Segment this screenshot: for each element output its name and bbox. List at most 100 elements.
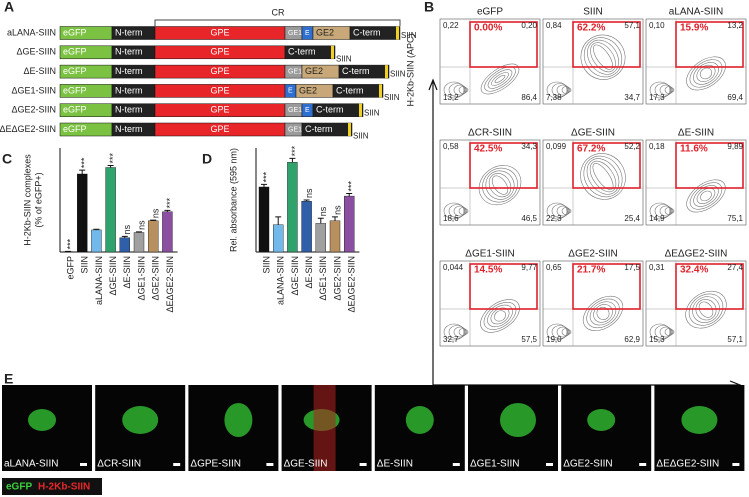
- contour: [654, 83, 672, 97]
- gate: [572, 21, 641, 68]
- quadrant-value: 0,044: [443, 263, 464, 272]
- gate-percent: 21.7%: [577, 265, 605, 276]
- category-label: ΔGE2-SIIN: [151, 256, 161, 301]
- segment-label: E: [288, 88, 293, 95]
- image-label: ΔE-SIIN: [377, 459, 413, 470]
- contour: [693, 62, 719, 85]
- plot-title: eGFP: [477, 7, 503, 18]
- contour: [686, 56, 726, 91]
- contour: [699, 67, 713, 80]
- plot-frame: [439, 18, 541, 105]
- plot-title: SIIN: [583, 7, 602, 18]
- category-label: eGFP: [65, 256, 75, 280]
- image-label: ΔCR-SIIN: [97, 459, 141, 470]
- contour: [487, 69, 513, 89]
- nucleus: [405, 406, 434, 434]
- contour: [556, 84, 570, 96]
- gate-percent: 15.9%: [680, 23, 708, 34]
- panel-letter: C: [2, 151, 12, 167]
- error-bar: [261, 183, 267, 187]
- bar: [329, 220, 341, 253]
- contour: [589, 160, 617, 193]
- contour: [556, 326, 570, 338]
- image-label: ΔGE-SIIN: [284, 459, 328, 470]
- image-label: ΔGE1-SIIN: [470, 459, 519, 470]
- nucleus: [122, 406, 159, 434]
- quadrant-value: 9,89: [727, 142, 743, 151]
- contour: [448, 83, 466, 97]
- segment: [284, 45, 336, 60]
- quadrant-value: 0,22: [443, 21, 459, 30]
- siin-tag: [359, 103, 362, 117]
- contour: [664, 328, 674, 336]
- contour: [463, 329, 469, 335]
- contour: [590, 42, 616, 73]
- panel-letter: A: [4, 0, 14, 15]
- contour: [480, 299, 520, 333]
- segment-label: eGFP: [63, 85, 87, 95]
- error-bar: [93, 228, 100, 230]
- contour: [494, 310, 506, 322]
- contour: [485, 170, 515, 200]
- contour: [453, 205, 467, 217]
- plot-frame: [542, 139, 644, 226]
- segment-label: N-term: [115, 66, 143, 76]
- quadrant-value: 0,65: [546, 263, 562, 272]
- contour: [561, 207, 571, 215]
- segment-label: GE1: [288, 107, 302, 114]
- quadrant-value: 32,7: [443, 335, 459, 344]
- contour: [561, 86, 571, 94]
- quadrant-value: 19,0: [546, 335, 562, 344]
- segment-label: N-term: [115, 105, 143, 115]
- contour: [586, 298, 620, 329]
- quadrant-value: 13,2: [727, 21, 743, 30]
- axis-label: H-2Kb-SIIN complexes: [22, 154, 32, 246]
- segment-label: GE1: [288, 30, 302, 37]
- plot-title: ΔEΔGE2-SIIN: [665, 249, 728, 260]
- contour: [551, 83, 569, 97]
- segment-label: N-term: [115, 85, 143, 95]
- bar: [162, 211, 173, 253]
- quadrant-value: 15,3: [649, 335, 665, 344]
- contour: [566, 329, 572, 335]
- contour: [669, 329, 675, 335]
- legend-label: H-2Kb-SIIN: [38, 482, 90, 493]
- quadrant-value: 34,7: [624, 93, 640, 102]
- quadrant-value: 0,18: [649, 142, 665, 151]
- contour: [696, 187, 716, 204]
- gate-percent: 0.00%: [474, 23, 502, 34]
- scale-bar: [639, 463, 647, 466]
- quadrant-value: 0,20: [521, 21, 537, 30]
- contour: [593, 304, 613, 323]
- plot-title: ΔGE1-SIIN: [465, 249, 514, 260]
- plot-frame: [645, 139, 747, 226]
- bar: [258, 186, 270, 253]
- quadrant-value: 17,5: [624, 263, 640, 272]
- segment-label: GPE: [210, 124, 229, 134]
- plot-title: ΔGE2-SIIN: [568, 249, 617, 260]
- contour: [448, 204, 466, 218]
- segment-label: GE1: [288, 68, 302, 75]
- region-label: CR: [272, 7, 285, 17]
- contour: [587, 39, 619, 75]
- category-label: ΔGE1-SIIN: [318, 256, 328, 301]
- contour: [551, 204, 569, 218]
- quadrant-value: 46,5: [521, 214, 537, 223]
- contour: [488, 173, 512, 198]
- error-bar: [164, 209, 171, 212]
- contour: [689, 59, 723, 88]
- quadrant-value: 22,3: [546, 214, 562, 223]
- significance: ns: [304, 188, 314, 198]
- bar: [76, 173, 88, 253]
- contour: [586, 158, 620, 195]
- contour: [551, 325, 569, 339]
- scale-bar: [546, 463, 553, 466]
- axis-arrow: [428, 78, 438, 385]
- contour: [664, 86, 674, 94]
- plot-frame: [645, 260, 747, 347]
- axis-label: Rel. absorbance (595 nm): [228, 148, 238, 252]
- nucleus: [224, 403, 253, 437]
- quadrant-value: 57,5: [521, 335, 537, 344]
- image-label: ΔEΔGE2-SIIN: [656, 459, 719, 470]
- scale-bar: [359, 463, 367, 466]
